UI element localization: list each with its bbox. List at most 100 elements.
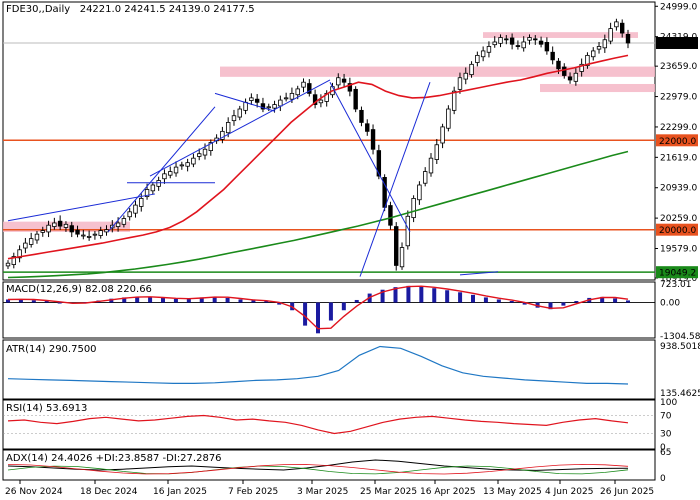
candle-body <box>185 162 190 167</box>
price-tag-box <box>656 36 698 49</box>
macd-histogram-bar <box>277 302 282 305</box>
macd-histogram-bar <box>135 296 140 303</box>
candle-body <box>115 222 121 227</box>
macd-histogram-bar <box>31 300 36 303</box>
macd-histogram-bar <box>238 299 243 303</box>
candle-body <box>318 99 324 104</box>
price-tag-label: 19049.2 <box>659 269 696 279</box>
candle-body <box>336 77 341 86</box>
candle-body <box>596 46 602 50</box>
macd-histogram-bar <box>483 297 488 303</box>
ohlc-readout: 24221.0 24241.5 24139.0 24177.5 <box>79 4 255 15</box>
macd-histogram-bar <box>458 292 463 303</box>
candle-body <box>579 63 584 72</box>
macd-axis-label: -1304.58 <box>660 332 700 342</box>
atr-axis-label: 135.4625 <box>660 389 700 399</box>
candle-body <box>614 21 619 28</box>
candle-body <box>411 198 416 219</box>
candle-body <box>191 157 196 165</box>
candle-body <box>544 42 550 52</box>
macd-axis-label: 723.01 <box>660 280 692 290</box>
macd-histogram-bar <box>496 299 501 303</box>
candle-body <box>509 37 515 45</box>
date-axis-label: 26 Jun 2025 <box>600 487 654 497</box>
candle-body <box>457 77 463 90</box>
candle-body <box>28 238 34 245</box>
price-tag-box <box>656 223 698 236</box>
candle-body <box>486 46 492 53</box>
candle-body <box>591 50 596 58</box>
candle-body <box>585 54 590 67</box>
adx-axis-label: 0 <box>660 474 666 484</box>
macd-histogram-bar <box>626 300 630 303</box>
macd-histogram-bar <box>148 297 153 303</box>
candle-body <box>620 22 625 34</box>
candle-body <box>237 108 242 118</box>
trend-line <box>7 193 156 222</box>
rsi-axis-label: 70 <box>660 412 672 422</box>
price-axis-label: 22299.0 <box>660 123 697 133</box>
candle-body <box>498 37 503 44</box>
date-axis-label: 16 Apr 2025 <box>420 487 476 497</box>
candle-body <box>52 222 57 227</box>
candle-body <box>440 126 445 144</box>
candle-body <box>278 99 283 107</box>
candle-body <box>243 101 248 111</box>
candle-body <box>446 108 451 129</box>
macd-histogram-bar <box>122 297 127 303</box>
candle-body <box>312 94 318 105</box>
candle-body <box>451 90 457 111</box>
rsi-axis-label: 0 <box>660 443 666 453</box>
candle-body <box>417 184 422 201</box>
trend-line <box>329 81 411 233</box>
adx-axis-label: 65 <box>660 448 671 458</box>
candle-body <box>434 144 439 160</box>
rsi-axis-label: 30 <box>660 430 672 440</box>
macd-histogram-bar <box>393 287 398 303</box>
candle-body <box>515 45 521 47</box>
price-axis-label: 20259.0 <box>660 214 697 224</box>
candle-body <box>289 92 295 100</box>
candle-body <box>492 41 497 46</box>
macd-histogram-bar <box>380 289 385 303</box>
candle-body <box>266 106 271 109</box>
panel-frame-atr <box>2 339 656 400</box>
macd-label: MACD(12,26,9) 82.08 220.66 <box>6 284 152 295</box>
candle-body <box>46 224 51 233</box>
candle-body <box>567 76 573 81</box>
candle-body <box>283 97 289 100</box>
candle-body <box>40 230 45 233</box>
candle-body <box>272 104 277 109</box>
adx-minus-di-line <box>7 463 629 475</box>
price-tag-box <box>656 266 698 279</box>
candle-body <box>562 66 567 76</box>
candle-body <box>556 60 561 70</box>
resistance-zone <box>220 66 655 77</box>
candle-body <box>63 223 69 228</box>
candle-body <box>527 37 532 41</box>
macd-histogram-bar <box>109 298 114 303</box>
candle-body <box>376 150 382 177</box>
macd-signal-line <box>7 285 629 330</box>
candle-body <box>521 41 526 49</box>
price-axis-label: 20939.0 <box>660 184 697 194</box>
price-axis-label: 18919.0 <box>660 274 697 284</box>
macd-histogram-bar <box>509 301 514 303</box>
candle-body <box>480 50 486 58</box>
macd-histogram-bar <box>44 301 49 303</box>
candle-body <box>608 28 613 42</box>
candle-body <box>504 38 509 41</box>
candle-body <box>359 109 364 123</box>
date-axis-label: 13 May 2025 <box>483 487 542 497</box>
candle-body <box>156 180 161 187</box>
candle-body <box>231 115 237 122</box>
candle-body <box>399 247 405 268</box>
macd-histogram-bar <box>341 302 346 311</box>
candle-body <box>127 211 132 218</box>
candle-body <box>86 235 92 238</box>
macd-histogram-bar <box>600 296 605 303</box>
date-axis-label: 4 Jun 2025 <box>545 487 593 497</box>
adx-plus-di-line <box>7 465 629 475</box>
